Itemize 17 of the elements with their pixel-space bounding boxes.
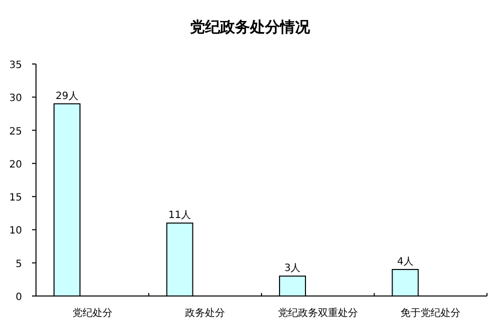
chart-title: 党纪政务处分情况 [189,18,311,36]
data-label: 11人 [168,210,192,222]
x-tick-label: 政务处分 [185,307,226,319]
y-tick-label: 0 [16,292,22,303]
y-tick-label: 30 [9,93,22,104]
y-tick-label: 10 [9,226,22,237]
y-tick-label: 15 [9,192,22,204]
y-tick-label: 35 [9,60,22,71]
x-tick-label: 党纪政务双重处分 [278,307,358,319]
data-label: 3人 [284,263,301,274]
x-tick-label: 党纪处分 [72,307,112,319]
y-tick-label: 25 [9,126,22,138]
data-label: 4人 [397,256,414,268]
y-tick-label: 5 [16,258,22,270]
x-tick-label: 免于党纪处分 [400,307,461,319]
y-tick-label: 20 [9,159,22,170]
data-label: 29人 [56,90,78,102]
